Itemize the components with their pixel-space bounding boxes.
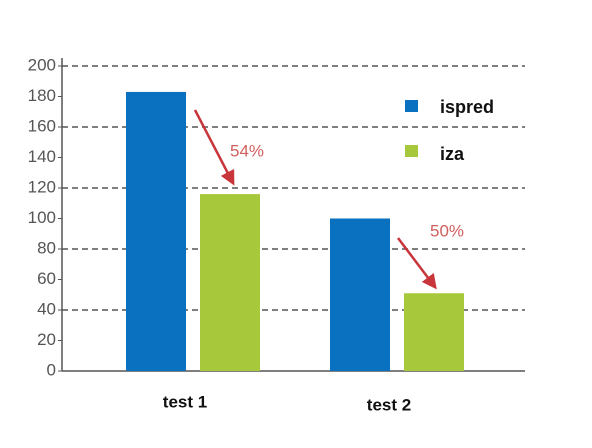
- bar: [126, 91, 186, 372]
- y-tick-label: 80: [37, 238, 56, 257]
- y-tick-label: 20: [37, 330, 56, 349]
- annotation-arrow: [193, 109, 235, 186]
- legend-swatch: [405, 145, 418, 157]
- x-tick-label: test 1: [163, 392, 207, 411]
- y-tick-label: 40: [37, 299, 56, 318]
- bar: [200, 194, 260, 371]
- annotation: 50%: [430, 221, 464, 240]
- y-tick-label: 160: [28, 116, 56, 135]
- y-tick-label: 180: [28, 86, 56, 105]
- y-tick-label: 140: [28, 147, 56, 166]
- legend-label: ispred: [440, 97, 494, 117]
- y-tick-label: 200: [28, 55, 56, 74]
- y-tick-label: 0: [47, 360, 56, 379]
- legend-label: iza: [440, 144, 465, 164]
- y-tick-label: 100: [28, 208, 56, 227]
- y-tick-label: 120: [28, 177, 56, 196]
- annotation: 54%: [230, 141, 264, 160]
- bar: [330, 218, 390, 371]
- bar: [404, 293, 464, 371]
- x-tick-label: test 2: [367, 395, 411, 414]
- legend-swatch: [405, 100, 418, 112]
- annotation-arrow: [397, 237, 437, 290]
- y-tick-label: 60: [37, 269, 56, 288]
